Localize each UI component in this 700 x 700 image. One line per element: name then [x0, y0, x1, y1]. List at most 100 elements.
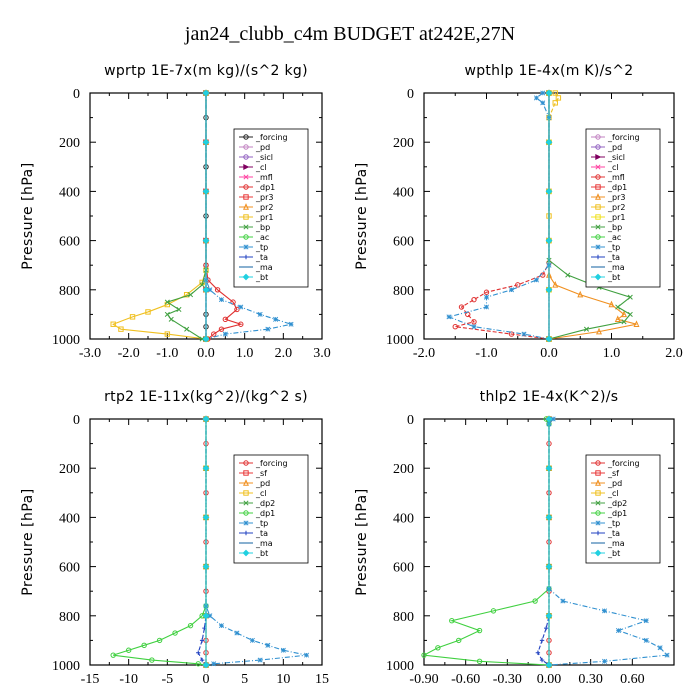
- legend-box: [585, 128, 661, 288]
- x-tick-label: 2.0: [665, 346, 683, 361]
- data-point: [304, 652, 310, 658]
- legend-label: _pd: [607, 479, 622, 488]
- x-tick-label: -1.0: [156, 346, 178, 361]
- data-point: [539, 638, 545, 643]
- legend-marker: [594, 273, 602, 281]
- legend-marker: [595, 490, 601, 496]
- y-tick-label: 0: [73, 413, 80, 428]
- legend-label: _cl: [255, 163, 267, 172]
- data-point: [456, 637, 462, 644]
- x-tick-label: -2.0: [118, 346, 140, 361]
- data-point: [615, 628, 621, 634]
- legend-marker: [595, 134, 601, 140]
- data-point: [202, 563, 210, 571]
- x-tick-label: -0.30: [493, 672, 522, 687]
- series-line: [548, 92, 560, 339]
- data-point: [533, 95, 540, 101]
- legend-marker: [243, 134, 249, 140]
- data-point: [199, 336, 205, 342]
- data-point: [615, 304, 621, 310]
- data-point: [545, 237, 553, 245]
- legend-marker: [595, 234, 601, 240]
- plot-title: thlp2 1E-4x(K^2)/s: [480, 389, 619, 405]
- data-point: [621, 319, 627, 325]
- data-point: [533, 277, 540, 283]
- x-tick-label: 0.30: [578, 672, 603, 687]
- legend-label: _dp1: [255, 183, 275, 192]
- data-point: [118, 326, 124, 332]
- series-line: [422, 418, 550, 666]
- data-point: [552, 280, 559, 288]
- data-point: [110, 321, 116, 327]
- legend-marker: [595, 244, 601, 250]
- data-point: [199, 657, 205, 663]
- data-point: [218, 326, 225, 332]
- legend-label: _tp: [607, 519, 620, 528]
- y-tick-label: 0: [407, 413, 414, 428]
- plot-title: wpthlp 1E-4x(m K)/s^2: [464, 63, 633, 79]
- data-point: [202, 237, 210, 245]
- data-point: [288, 321, 294, 327]
- data-point: [207, 287, 213, 293]
- legend-label: _mfl: [255, 173, 273, 182]
- plot-title: wprtp 1E-7x(m kg)/(s^2 kg): [104, 63, 308, 79]
- legend-marker: [243, 203, 249, 210]
- legend-label: _pd: [255, 479, 270, 488]
- data-point: [471, 296, 477, 303]
- series-line: [447, 92, 550, 340]
- y-tick-label: 400: [393, 511, 414, 526]
- y-tick-label: 600: [393, 235, 414, 250]
- y-tick-label: 600: [393, 561, 414, 576]
- series-line: [455, 93, 550, 340]
- data-point: [238, 304, 244, 310]
- data-point: [202, 415, 210, 423]
- data-point: [657, 645, 663, 651]
- y-tick-label: 200: [393, 136, 414, 151]
- data-point: [273, 316, 279, 322]
- panel-3: rtp2 1E-11x(kg^2)/(kg^2 s) Pressure [hPa]…: [20, 389, 329, 687]
- series-line: [205, 419, 307, 666]
- data-point: [515, 282, 521, 288]
- x-tick-label: -2.0: [413, 346, 435, 361]
- legend-marker: [243, 163, 250, 171]
- y-axis-label: Pressure [hPa]: [20, 162, 36, 269]
- series-mfl: [452, 90, 552, 342]
- data-point: [539, 657, 545, 663]
- x-tick-label: -0.60: [451, 672, 480, 687]
- legend-marker: [243, 154, 249, 160]
- legend-marker: [243, 479, 249, 486]
- panels-group: wprtp 1E-7x(m kg)/(s^2 kg) Pressure [hPa]…: [20, 63, 683, 687]
- y-tick-label: 1000: [386, 659, 414, 674]
- legend-label: _forcing: [607, 459, 640, 468]
- x-tick-label: 0.60: [620, 672, 645, 687]
- data-point: [545, 335, 553, 343]
- data-point: [149, 657, 155, 663]
- legend-marker: [595, 530, 601, 536]
- y-tick-label: 800: [59, 610, 80, 625]
- data-point: [222, 331, 228, 337]
- x-tick-label: -15: [81, 672, 100, 687]
- y-tick-label: 200: [59, 136, 80, 151]
- data-point: [211, 661, 217, 667]
- data-point: [476, 658, 483, 665]
- data-point: [545, 286, 553, 294]
- data-point: [545, 612, 553, 620]
- legend-label: _dp2: [607, 499, 627, 508]
- data-point: [508, 331, 515, 337]
- series-dp1: [110, 416, 209, 668]
- legend-label: _ma: [607, 539, 625, 548]
- legend-marker: [595, 254, 601, 260]
- data-point: [265, 326, 271, 332]
- data-point: [476, 627, 483, 634]
- y-tick-label: 0: [407, 87, 414, 102]
- data-point: [257, 311, 263, 317]
- legend-marker: [243, 254, 249, 260]
- data-point: [560, 598, 566, 604]
- data-point: [540, 90, 546, 96]
- series-bp: [164, 90, 209, 342]
- y-tick-label: 800: [59, 284, 80, 299]
- y-tick-label: 800: [393, 284, 414, 299]
- legend-label: _ta: [607, 529, 620, 538]
- legend-label: _dp2: [255, 499, 275, 508]
- data-point: [202, 513, 210, 521]
